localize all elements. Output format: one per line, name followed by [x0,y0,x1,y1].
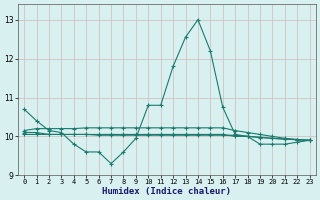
X-axis label: Humidex (Indice chaleur): Humidex (Indice chaleur) [102,187,231,196]
